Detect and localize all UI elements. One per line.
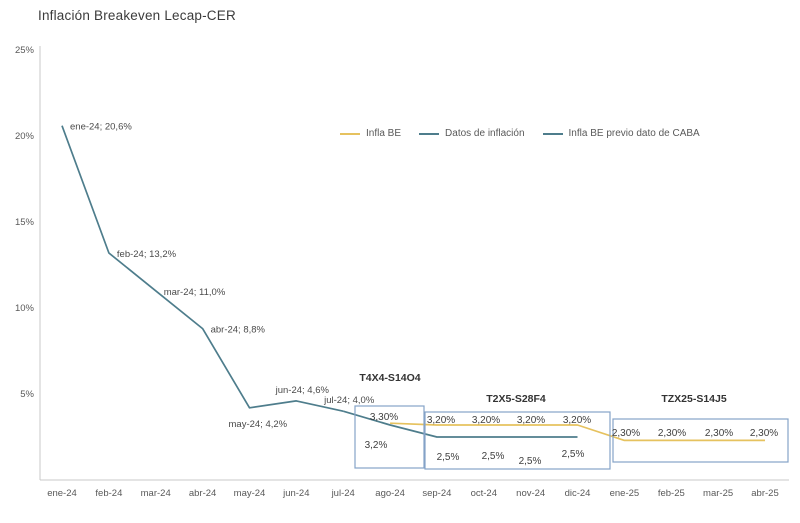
- annotation-value: 2,5%: [562, 449, 585, 460]
- x-axis-tick-label: ago-24: [375, 488, 405, 499]
- annotation-value: 2,5%: [437, 452, 460, 463]
- point-label: ene-24; 20,6%: [70, 122, 132, 133]
- y-axis-tick-label: 10%: [15, 303, 35, 314]
- x-axis-tick-label: dic-24: [565, 488, 591, 499]
- annotation-value: 3,20%: [472, 415, 500, 426]
- point-label: jun-24; 4,6%: [275, 385, 330, 396]
- legend-label: Infla BE previo dato de CABA: [568, 128, 700, 139]
- y-axis-tick-label: 20%: [15, 131, 35, 142]
- annotation-value: 3,20%: [563, 415, 591, 426]
- legend-swatch-icon: [542, 132, 563, 135]
- point-label: mar-24; 11,0%: [164, 287, 226, 298]
- annotation-value: 2,30%: [750, 428, 778, 439]
- x-axis-tick-label: nov-24: [516, 488, 545, 499]
- annotation-value: 3,20%: [517, 415, 545, 426]
- x-axis-tick-label: abr-24: [189, 488, 216, 499]
- annotation-box-title: TZX25-S14J5: [661, 393, 727, 405]
- point-label: abr-24; 8,8%: [211, 325, 266, 336]
- annotation-value: 2,30%: [705, 428, 733, 439]
- x-axis-tick-label: mar-24: [141, 488, 171, 499]
- legend-item-2: Datos de inflación: [419, 128, 525, 139]
- x-axis-tick-label: sep-24: [422, 488, 451, 499]
- series-line-datos-de-inflaci-n: [61, 125, 344, 413]
- x-axis-tick-label: ene-24: [47, 488, 77, 499]
- legend-item-3: Infla BE previo dato de CABA: [542, 128, 700, 139]
- annotation-value: 2,30%: [612, 428, 640, 439]
- x-axis-tick-label: jun-24: [282, 488, 309, 499]
- y-axis-tick-label: 25%: [15, 45, 35, 56]
- x-axis-tick-label: mar-25: [703, 488, 733, 499]
- annotation-box: [424, 411, 611, 470]
- legend-label: Infla BE: [366, 128, 402, 139]
- x-axis-tick-label: jul-24: [331, 488, 355, 499]
- chart-legend: Infla BE Datos de inflación Infla BE previ…: [340, 128, 700, 139]
- annotation-box-title: T2X5-S28F4: [486, 393, 546, 405]
- x-axis-tick-label: oct-24: [471, 488, 497, 499]
- annotation-value: 2,5%: [482, 451, 505, 462]
- chart-title: Inflación Breakeven Lecap-CER: [38, 8, 236, 23]
- point-label: jul-24; 4,0%: [323, 395, 375, 406]
- x-axis-tick-label: ene-25: [610, 488, 640, 499]
- legend-swatch-icon: [340, 132, 360, 135]
- annotation-box: [354, 405, 425, 469]
- annotation-value: 3,2%: [365, 440, 388, 451]
- legend-swatch-icon: [419, 132, 440, 135]
- series-line-infla-be-previo-dato-de-caba: [342, 410, 578, 438]
- x-axis-tick-label: feb-25: [658, 488, 685, 499]
- annotation-value: 3,30%: [370, 412, 398, 423]
- annotation-value: 2,5%: [519, 456, 542, 467]
- series-line-infla-be: [390, 422, 765, 442]
- x-axis-tick-label: feb-24: [95, 488, 122, 499]
- legend-label: Datos de inflación: [445, 128, 525, 139]
- y-axis-tick-label: 15%: [15, 217, 35, 228]
- x-axis-tick-label: abr-25: [751, 488, 778, 499]
- annotation-box-title: T4X4-S14O4: [359, 372, 420, 384]
- legend-item-1: Infla BE: [340, 128, 401, 139]
- point-label: feb-24; 13,2%: [117, 249, 177, 260]
- annotation-box: [612, 418, 789, 463]
- point-label: may-24; 4,2%: [229, 419, 288, 430]
- annotation-value: 3,20%: [427, 415, 455, 426]
- annotation-value: 2,30%: [658, 428, 686, 439]
- y-axis-tick-label: 5%: [20, 389, 34, 400]
- x-axis-tick-label: may-24: [234, 488, 266, 499]
